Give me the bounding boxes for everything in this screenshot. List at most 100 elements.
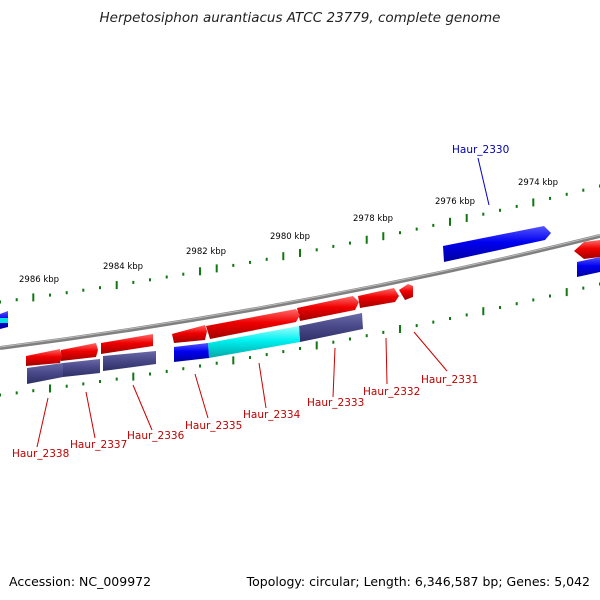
gene-label-haur-2332[interactable]: Haur_2332 bbox=[363, 386, 420, 398]
scale-major-tick bbox=[399, 325, 401, 333]
gene-right-edge-upper[interactable] bbox=[574, 240, 600, 259]
scale-minor-tick bbox=[15, 391, 18, 395]
gene-haur-2331[interactable] bbox=[399, 284, 413, 300]
scale-minor-tick bbox=[165, 275, 168, 279]
scale-major-tick bbox=[115, 281, 118, 290]
scale-minor-tick bbox=[165, 369, 168, 373]
scale-minor-tick bbox=[549, 196, 551, 200]
gene-haur-2338[interactable] bbox=[26, 349, 62, 366]
scale-major-tick bbox=[132, 372, 135, 381]
scale-minor-tick bbox=[349, 337, 351, 341]
scale-major-tick bbox=[465, 214, 468, 222]
scale-major-tick bbox=[32, 293, 35, 302]
kbp-label-2980: 2980 kbp bbox=[270, 232, 310, 242]
gene-haur-2336[interactable] bbox=[101, 334, 153, 354]
scale-major-tick bbox=[315, 341, 318, 350]
scale-minor-tick bbox=[515, 204, 518, 208]
scale-minor-tick bbox=[249, 260, 251, 264]
kbp-label-2974: 2974 kbp bbox=[518, 178, 558, 188]
scale-minor-tick bbox=[232, 263, 235, 267]
scale-major-tick bbox=[449, 217, 451, 226]
gene-haur-2334[interactable] bbox=[206, 309, 300, 339]
gene-label-haur-2338[interactable]: Haur_2338 bbox=[12, 448, 69, 460]
scale-minor-tick bbox=[199, 364, 201, 368]
scale-minor-tick bbox=[149, 278, 151, 282]
accession-text: Accession: NC_009972 bbox=[9, 574, 152, 589]
scale-major-tick bbox=[215, 264, 218, 273]
scale-major-tick bbox=[532, 198, 535, 207]
scale-major-tick bbox=[199, 267, 201, 276]
domain-track bbox=[27, 313, 363, 384]
scale-minor-tick bbox=[432, 320, 435, 324]
scale-major-tick bbox=[299, 249, 301, 257]
gene-left-edge-upper[interactable] bbox=[0, 311, 8, 329]
scale-minor-tick bbox=[149, 372, 151, 376]
scale-major-tick bbox=[365, 235, 368, 244]
kbp-label-2976: 2976 kbp bbox=[435, 197, 475, 207]
scale-minor-tick bbox=[182, 367, 185, 371]
scale-minor-tick bbox=[49, 293, 51, 297]
gene-label-haur-2334[interactable]: Haur_2334 bbox=[243, 409, 301, 421]
lower-scale-track bbox=[0, 282, 600, 397]
map-title: Herpetosiphon aurantiacus ATCC 23779, co… bbox=[99, 10, 501, 26]
gene-label-haur-2335[interactable]: Haur_2335 bbox=[185, 420, 242, 432]
scale-major-tick bbox=[49, 384, 51, 393]
gene-haur-2335[interactable] bbox=[172, 325, 207, 343]
scale-minor-tick bbox=[82, 382, 85, 386]
scale-minor-tick bbox=[465, 313, 468, 317]
gene-label-haur-2337[interactable]: Haur_2337 bbox=[70, 439, 127, 451]
gene-label-haur-2336[interactable]: Haur_2336 bbox=[127, 430, 185, 442]
gene-haur-2332[interactable] bbox=[358, 288, 399, 308]
scale-minor-tick bbox=[499, 306, 501, 309]
scale-minor-tick bbox=[32, 389, 35, 393]
scale-minor-tick bbox=[65, 384, 68, 388]
scale-minor-tick bbox=[99, 380, 101, 383]
scale-minor-tick bbox=[265, 353, 268, 357]
scale-minor-tick bbox=[382, 330, 385, 334]
kbp-label-2978: 2978 kbp bbox=[353, 214, 393, 224]
scale-minor-tick bbox=[249, 356, 251, 359]
kbp-label-2986: 2986 kbp bbox=[19, 275, 59, 285]
gene-haur-2330[interactable] bbox=[443, 226, 551, 262]
scale-major-tick bbox=[282, 252, 285, 261]
scale-minor-tick bbox=[282, 350, 285, 354]
scale-minor-tick bbox=[415, 227, 418, 231]
scale-minor-tick bbox=[399, 231, 401, 235]
scale-major-tick bbox=[382, 232, 385, 241]
scale-minor-tick bbox=[215, 361, 218, 365]
scale-major-tick bbox=[232, 356, 235, 365]
scale-minor-tick bbox=[449, 317, 451, 320]
scale-minor-tick bbox=[299, 347, 301, 350]
scale-minor-tick bbox=[65, 291, 68, 295]
scale-minor-tick bbox=[265, 257, 268, 261]
scale-minor-tick bbox=[315, 248, 318, 252]
scale-minor-tick bbox=[332, 244, 335, 248]
scale-minor-tick bbox=[532, 298, 535, 302]
topology-text: Topology: circular; Length: 6,346,587 bp… bbox=[246, 574, 590, 589]
genome-backbone-highlight bbox=[0, 234, 600, 348]
genome-backbone bbox=[0, 234, 600, 350]
scale-minor-tick bbox=[549, 294, 551, 298]
gene-label-haur-2331[interactable]: Haur_2331 bbox=[421, 374, 478, 386]
scale-minor-tick bbox=[432, 223, 435, 227]
scale-minor-tick bbox=[515, 302, 518, 306]
scale-major-tick bbox=[565, 288, 568, 297]
scale-minor-tick bbox=[582, 188, 585, 192]
gene-haur-2333[interactable] bbox=[297, 296, 359, 321]
scale-minor-tick bbox=[82, 288, 85, 292]
kbp-label-2984: 2984 kbp bbox=[103, 262, 143, 272]
scale-major-tick bbox=[482, 307, 485, 316]
scale-minor-tick bbox=[365, 334, 368, 338]
scale-minor-tick bbox=[115, 377, 118, 381]
gene-right-edge-lower[interactable] bbox=[577, 257, 600, 277]
label-leaders bbox=[36, 157, 490, 448]
scale-minor-tick bbox=[182, 272, 185, 276]
upper-scale-track bbox=[0, 184, 600, 304]
gene-haur-2337[interactable] bbox=[61, 343, 98, 361]
scale-minor-tick bbox=[0, 300, 1, 304]
gene-label-haur-2330[interactable]: Haur_2330 bbox=[452, 144, 509, 156]
scale-minor-tick bbox=[482, 212, 485, 216]
scale-minor-tick bbox=[499, 208, 501, 212]
gene-label-haur-2333[interactable]: Haur_2333 bbox=[307, 397, 364, 409]
